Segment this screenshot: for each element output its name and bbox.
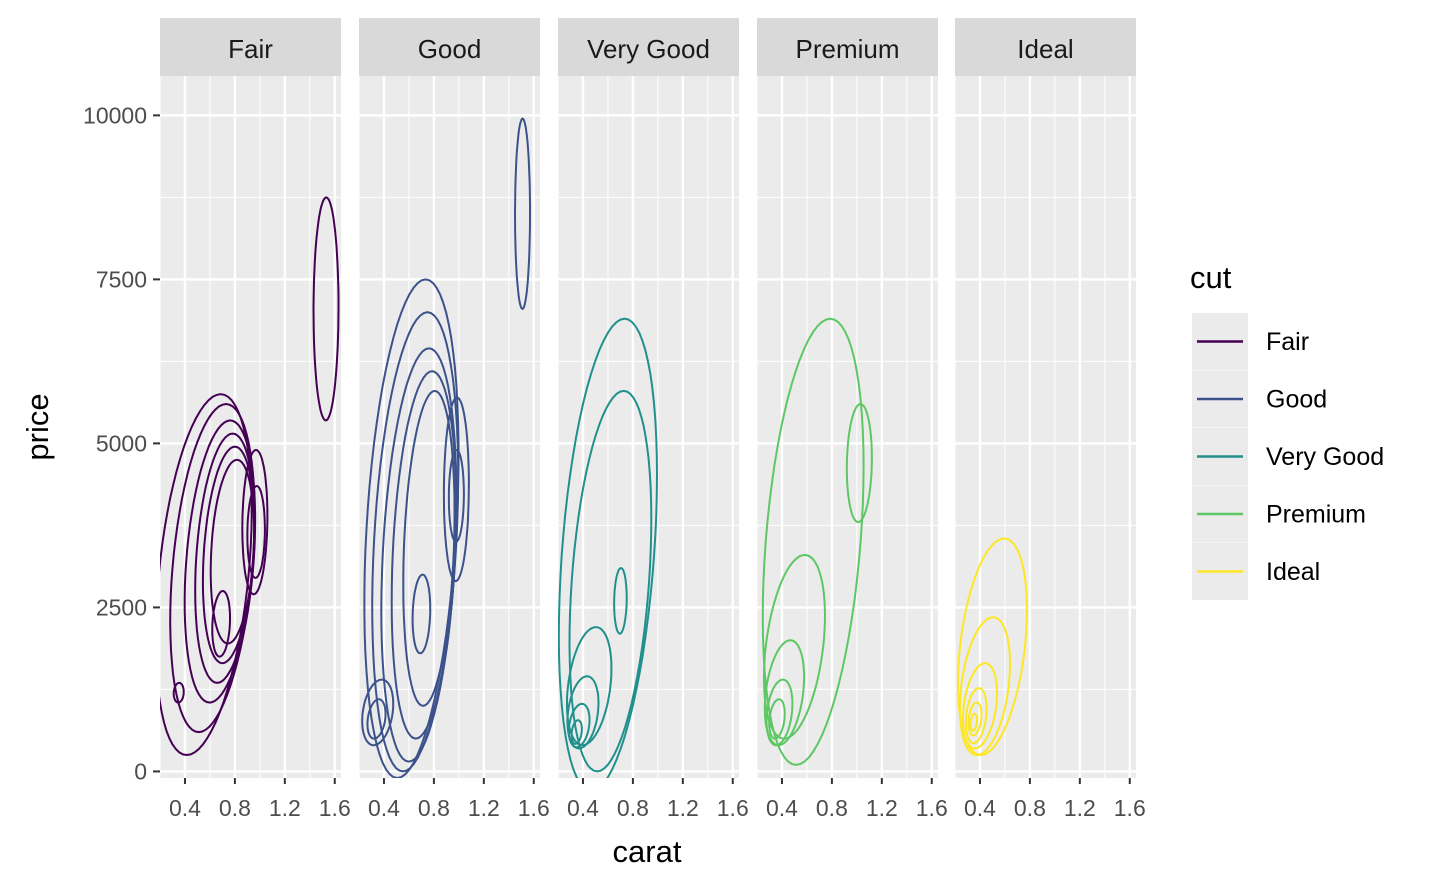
density-contour [956, 537, 1028, 757]
density-contour [568, 389, 653, 773]
density-contour [390, 370, 458, 740]
density-contour [201, 445, 256, 665]
x-tick-label: 1.2 [468, 795, 500, 821]
legend-item-label: Fair [1266, 328, 1309, 356]
facet-strip-label: Very Good [587, 34, 710, 64]
density-contour [761, 317, 865, 766]
density-contour [958, 616, 1011, 757]
facet-strip [359, 18, 540, 76]
density-contour [964, 687, 988, 745]
x-tick-label: 0.8 [219, 795, 251, 821]
x-tick-label: 0.4 [169, 795, 201, 821]
density-contour [246, 484, 266, 579]
y-tick-label: 0 [134, 758, 147, 784]
x-tick-label: 0.8 [418, 795, 450, 821]
y-tick-label: 2500 [96, 594, 147, 620]
facet-strip [955, 18, 1136, 76]
x-tick-label: 0.4 [766, 795, 798, 821]
contour-group [956, 537, 1028, 757]
contour-group [761, 317, 873, 766]
facet-strip [558, 18, 739, 76]
density-contour [570, 719, 583, 745]
density-contour [513, 117, 531, 311]
x-tick-label: 0.4 [567, 795, 599, 821]
density-contour [363, 278, 460, 778]
contour-group [361, 117, 531, 778]
x-tick-label: 1.6 [518, 795, 550, 821]
density-contour [172, 681, 185, 704]
facet-strip-label: Good [418, 34, 482, 64]
density-contour [763, 639, 806, 747]
density-contour [402, 389, 456, 707]
density-contour [566, 626, 613, 747]
density-contour [762, 553, 827, 740]
density-contour [211, 589, 231, 658]
legend-item-label: Good [1266, 386, 1327, 414]
density-contour [183, 419, 257, 704]
density-contour [194, 432, 256, 684]
density-contour [566, 675, 600, 750]
facet-strip-label: Fair [228, 34, 273, 64]
density-contour [969, 712, 979, 732]
x-tick-label: 1.2 [667, 795, 699, 821]
density-contour [768, 698, 786, 740]
x-tick-label: 1.6 [1114, 795, 1146, 821]
y-tick-label: 5000 [96, 430, 147, 456]
density-contour [380, 347, 458, 763]
contour-group [558, 317, 659, 778]
y-tick-label: 10000 [83, 102, 147, 128]
facet-panel: Ideal 0.4 0.8 1.2 1.6 [954, 18, 1146, 821]
density-contour [411, 573, 432, 655]
x-tick-label: 1.6 [916, 795, 948, 821]
facet-panel: Good 0.4 0.8 1.2 1.6 [358, 18, 550, 821]
x-tick-label: 1.6 [319, 795, 351, 821]
density-contour [241, 448, 269, 596]
density-contour [765, 678, 794, 747]
contour-group [160, 196, 340, 757]
density-contour [567, 702, 591, 749]
facet-panel: Premium 0.4 0.8 1.2 1.6 [756, 18, 948, 821]
legend-item-label: Very Good [1266, 443, 1384, 471]
x-tick-label: 0.4 [368, 795, 400, 821]
legend-title: cut [1190, 260, 1232, 295]
facet-panel: Very Good 0.4 0.8 1.2 1.6 [557, 18, 749, 821]
density-contour [361, 678, 395, 747]
panel-background [757, 76, 938, 778]
density-contour [447, 448, 465, 543]
facet-strip-label: Ideal [1017, 34, 1073, 64]
facet-strip-label: Premium [795, 34, 899, 64]
density-contour [312, 196, 340, 422]
density-contour [962, 662, 998, 750]
density-contour [613, 567, 628, 635]
y-axis-title: price [20, 393, 55, 460]
x-tick-label: 1.2 [866, 795, 898, 821]
density-contour [169, 402, 256, 734]
panel-background [160, 76, 341, 778]
x-tick-label: 0.8 [1014, 795, 1046, 821]
x-tick-label: 1.2 [269, 795, 301, 821]
x-axis-title: carat [613, 834, 682, 869]
density-contour [442, 396, 470, 583]
x-tick-label: 1.6 [717, 795, 749, 821]
legend-item-label: Ideal [1266, 558, 1320, 586]
x-tick-label: 0.8 [617, 795, 649, 821]
density-contour [967, 701, 983, 737]
legend-item-label: Premium [1266, 501, 1366, 529]
panel-background [955, 76, 1136, 778]
panel-background [558, 76, 739, 778]
density-contour [366, 698, 387, 740]
x-tick-label: 0.4 [964, 795, 996, 821]
density-contour [845, 402, 873, 524]
x-tick-label: 1.2 [1064, 795, 1096, 821]
facet-panel: Fair 0.4 0.8 1.2 1.6 [159, 18, 351, 821]
facet-strip [160, 18, 341, 76]
density-contour [558, 317, 659, 778]
facet-strip [757, 18, 938, 76]
y-tick-label: 7500 [96, 266, 147, 292]
x-tick-label: 0.8 [816, 795, 848, 821]
